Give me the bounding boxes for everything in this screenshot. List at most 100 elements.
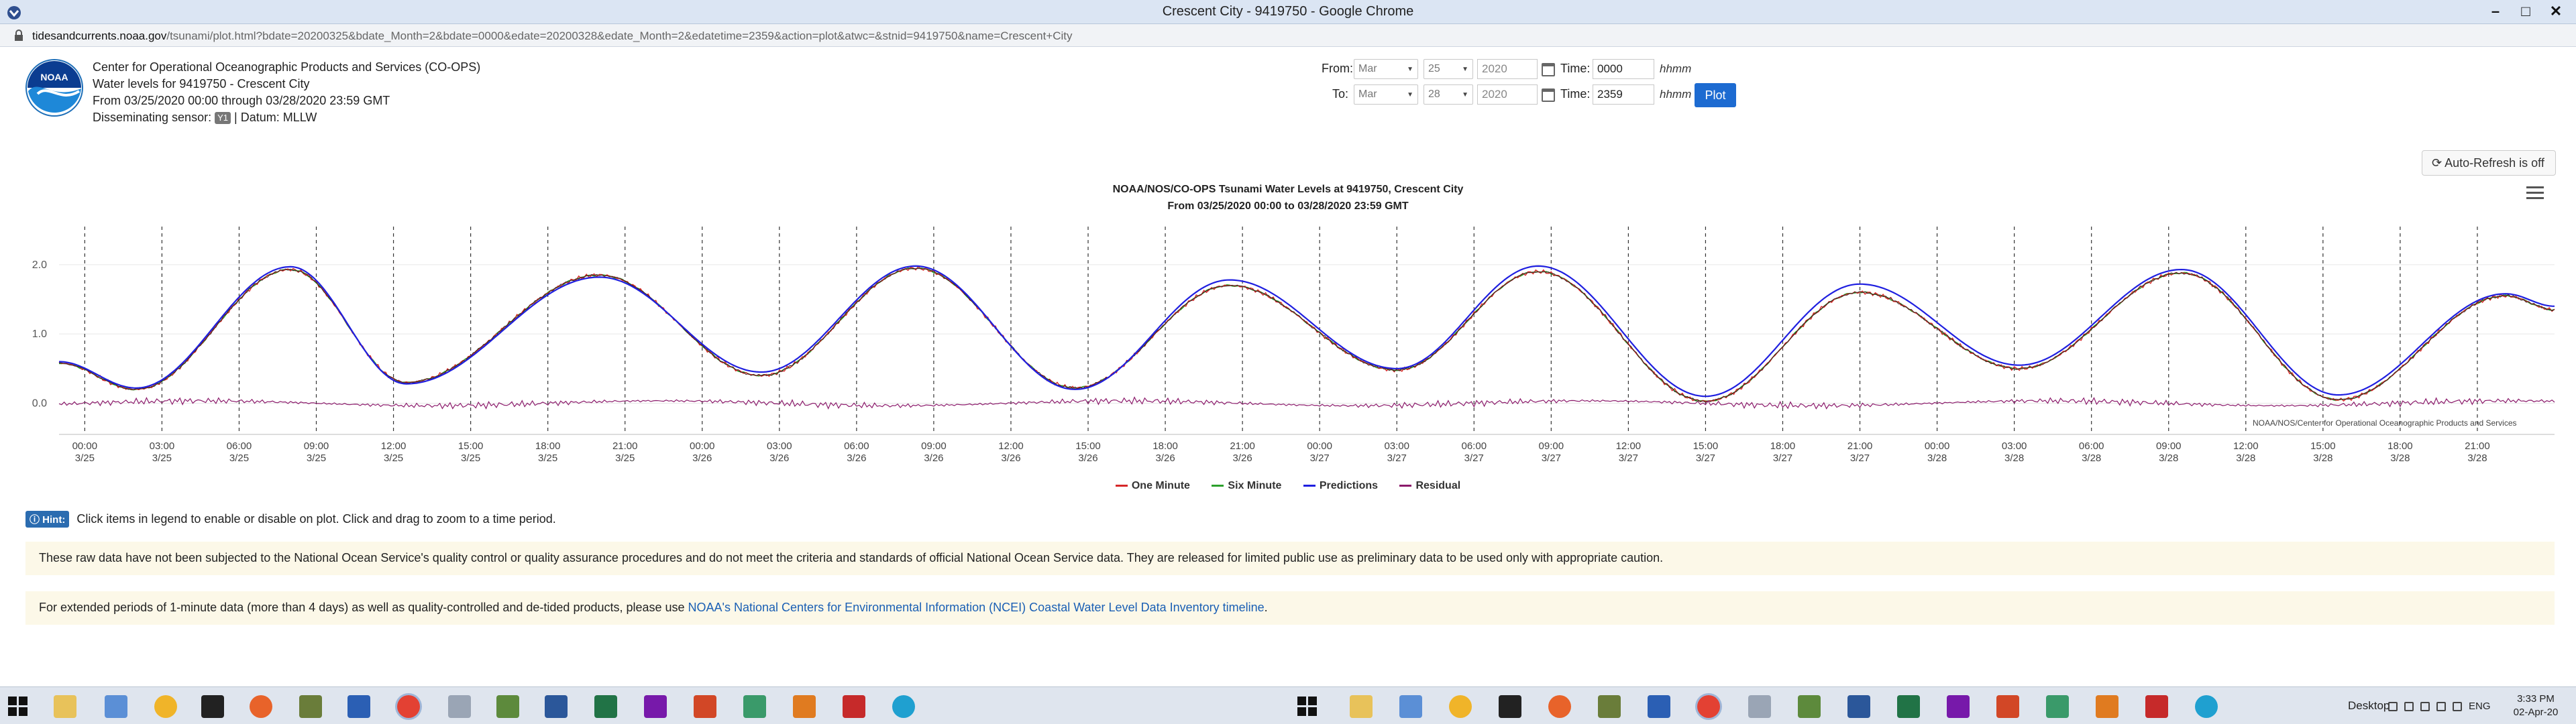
from-day-value: 25 — [1428, 63, 1440, 74]
x-tick-time: 18:00 — [2387, 440, 2413, 452]
chevron-down-icon: ▼ — [1462, 91, 1468, 99]
matlab-icon[interactable] — [793, 695, 816, 718]
x-tick-time: 06:00 — [2079, 440, 2104, 452]
noaa-logo: NOAA — [25, 59, 83, 117]
excel-icon[interactable] — [594, 695, 617, 718]
firefox-icon[interactable] — [250, 695, 272, 718]
calendar-icon[interactable] — [1542, 88, 1555, 102]
auto-refresh-label: Auto-Refresh is off — [2445, 156, 2544, 170]
tray-icon[interactable] — [2404, 702, 2414, 711]
file-explorer-icon[interactable] — [54, 695, 76, 718]
app-icon[interactable] — [2145, 695, 2168, 718]
battery-icon[interactable] — [2453, 702, 2462, 711]
powerpoint-icon[interactable] — [1996, 695, 2019, 718]
water-level-chart[interactable]: 2.01.00.000:003/2503:003/2506:003/2509:0… — [0, 215, 2576, 476]
x-tick-date: 3/28 — [2159, 452, 2178, 464]
to-month-value: Mar — [1358, 88, 1377, 100]
terminal-icon[interactable] — [201, 695, 224, 718]
powerpoint-icon[interactable] — [694, 695, 716, 718]
tools-icon[interactable] — [448, 695, 471, 718]
visio-icon[interactable] — [1648, 695, 1670, 718]
chart-menu-icon[interactable] — [2526, 186, 2544, 201]
x-tick-time: 21:00 — [612, 440, 638, 452]
settings-icon[interactable] — [154, 695, 177, 718]
terminal-icon[interactable] — [1499, 695, 1521, 718]
to-time-label: Time: — [1560, 87, 1591, 101]
x-tick-time: 03:00 — [2002, 440, 2027, 452]
to-day-select[interactable]: 28 ▼ — [1424, 84, 1473, 105]
chart-axes: 2.01.00.000:003/2503:003/2506:003/2509:0… — [32, 259, 2555, 464]
edge-icon[interactable] — [2195, 695, 2218, 718]
onenote-icon[interactable] — [644, 695, 667, 718]
tools-icon[interactable] — [1748, 695, 1771, 718]
auto-refresh-button[interactable]: ⟳ Auto-Refresh is off — [2422, 150, 2556, 176]
app-icon[interactable] — [843, 695, 865, 718]
chrome-icon[interactable] — [397, 695, 420, 718]
to-year-input[interactable]: 2020 — [1477, 84, 1538, 105]
matlab-icon[interactable] — [2096, 695, 2118, 718]
extended-prefix: For extended periods of 1-minute data (m… — [39, 601, 688, 614]
notepad-icon[interactable] — [496, 695, 519, 718]
series-six-minute — [58, 267, 2555, 402]
chart-subtitle: From 03/25/2020 00:00 to 03/28/2020 23:5… — [1167, 200, 1409, 212]
x-tick-date: 3/26 — [1233, 452, 1252, 464]
volume-icon[interactable] — [2436, 702, 2446, 711]
refresh-icon: ⟳ — [2432, 156, 2443, 170]
close-button[interactable]: ✕ — [2549, 3, 2563, 19]
app-icon[interactable] — [2046, 695, 2069, 718]
edge-icon[interactable] — [892, 695, 915, 718]
word-icon[interactable] — [1847, 695, 1870, 718]
start-button[interactable] — [1297, 697, 1318, 717]
photos-icon[interactable] — [1399, 695, 1422, 718]
notepad-icon[interactable] — [1798, 695, 1821, 718]
svg-text:NOAA: NOAA — [40, 72, 68, 82]
x-tick-date: 3/26 — [847, 452, 866, 464]
app-icon[interactable] — [1598, 695, 1621, 718]
to-month-select[interactable]: Mar ▼ — [1354, 84, 1418, 105]
visio-icon[interactable] — [347, 695, 370, 718]
lock-icon[interactable] — [13, 29, 24, 42]
x-tick-time: 00:00 — [1925, 440, 1950, 452]
from-month-select[interactable]: Mar ▼ — [1354, 59, 1418, 79]
word-icon[interactable] — [545, 695, 568, 718]
app-icon[interactable] — [299, 695, 322, 718]
desktop-toolbar[interactable]: Desktop — [2348, 699, 2390, 712]
legend-six-minute[interactable]: Six Minute — [1212, 480, 1281, 492]
language-indicator[interactable]: ENG — [2469, 701, 2491, 712]
x-tick-date: 3/28 — [1927, 452, 1947, 464]
x-tick-time: 03:00 — [1384, 440, 1409, 452]
file-explorer-icon[interactable] — [1350, 695, 1373, 718]
clock[interactable]: 3:33 PM 02-Apr-20 — [2506, 692, 2566, 719]
network-icon[interactable] — [2420, 702, 2430, 711]
x-tick-time: 00:00 — [1307, 440, 1332, 452]
firefox-icon[interactable] — [1548, 695, 1571, 718]
maximize-button[interactable]: □ — [2521, 3, 2530, 19]
from-year-input[interactable]: 2020 — [1477, 59, 1538, 79]
photos-icon[interactable] — [105, 695, 127, 718]
from-day-select[interactable]: 25 ▼ — [1424, 59, 1473, 79]
to-label: To: — [1332, 87, 1349, 101]
series-predictions — [58, 265, 2555, 398]
tray-icon[interactable] — [2388, 702, 2398, 711]
window-titlebar: Crescent City - 9419750 - Google Chrome … — [0, 0, 2576, 24]
plot-button[interactable]: Plot — [1695, 83, 1736, 107]
url-text[interactable]: tidesandcurrents.noaa.gov/tsunami/plot.h… — [32, 29, 1073, 43]
x-tick-date: 3/25 — [152, 452, 172, 464]
address-bar[interactable]: tidesandcurrents.noaa.gov/tsunami/plot.h… — [0, 24, 2576, 47]
onenote-icon[interactable] — [1947, 695, 1970, 718]
start-button[interactable] — [8, 697, 28, 717]
legend-residual[interactable]: Residual — [1399, 480, 1460, 492]
chrome-menu-icon[interactable] — [7, 5, 21, 20]
excel-icon[interactable] — [1897, 695, 1920, 718]
legend-predictions[interactable]: Predictions — [1303, 480, 1378, 492]
app-icon[interactable] — [743, 695, 766, 718]
chrome-icon[interactable] — [1697, 695, 1720, 718]
to-time-input[interactable]: 2359 — [1593, 84, 1654, 105]
minimize-button[interactable]: – — [2491, 3, 2500, 19]
ncei-link[interactable]: NOAA's National Centers for Environmenta… — [688, 601, 1265, 614]
settings-icon[interactable] — [1449, 695, 1472, 718]
x-tick-date: 3/28 — [2313, 452, 2332, 464]
calendar-icon[interactable] — [1542, 63, 1555, 76]
legend-one-minute[interactable]: One Minute — [1115, 480, 1190, 492]
from-time-input[interactable]: 0000 — [1593, 59, 1654, 79]
